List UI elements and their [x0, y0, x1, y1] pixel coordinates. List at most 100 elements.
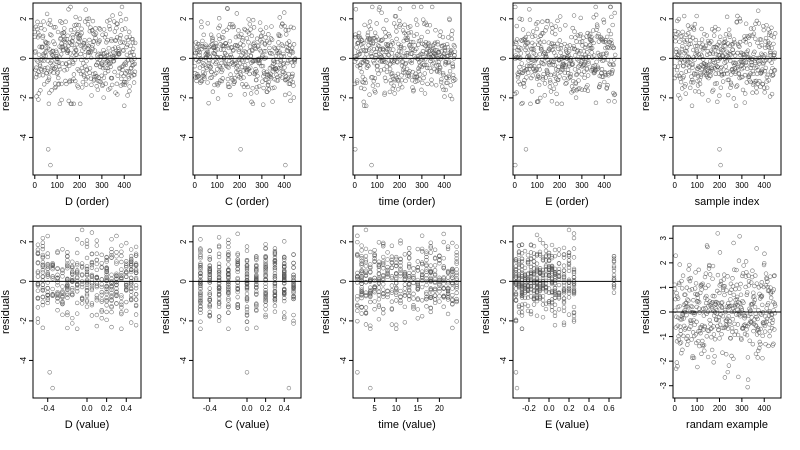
data-point	[382, 53, 387, 58]
data-point	[569, 84, 575, 89]
data-point	[240, 38, 245, 43]
data-point	[224, 52, 229, 57]
data-point	[705, 354, 711, 360]
data-point	[398, 43, 404, 48]
data-point	[520, 27, 526, 32]
data-point	[72, 23, 77, 28]
data-point	[389, 71, 395, 76]
data-point	[264, 39, 270, 44]
data-point	[365, 59, 370, 65]
data-point	[711, 332, 717, 337]
data-point	[208, 64, 214, 69]
data-point	[535, 20, 540, 25]
data-point	[596, 39, 602, 44]
data-point	[122, 82, 128, 87]
data-point	[291, 42, 297, 47]
scatter-points	[192, 6, 298, 168]
data-point	[68, 27, 74, 33]
y-tick-label: 0	[659, 309, 668, 314]
data-point	[212, 72, 217, 77]
data-point	[245, 84, 250, 90]
data-point	[130, 46, 136, 52]
data-point	[91, 31, 96, 37]
data-point	[248, 53, 254, 58]
y-tick-label: 2	[499, 16, 508, 21]
data-point	[422, 21, 427, 27]
data-point	[265, 83, 271, 88]
data-point	[263, 242, 268, 247]
data-point	[282, 23, 287, 29]
y-tick-label: -1	[659, 332, 668, 340]
data-point	[132, 61, 137, 67]
data-point	[204, 53, 210, 58]
data-point	[254, 90, 259, 95]
data-point	[420, 57, 425, 62]
data-point	[235, 231, 240, 236]
data-point	[260, 30, 265, 35]
data-point	[361, 48, 366, 53]
y-tick-label: -4	[499, 133, 508, 141]
data-point	[260, 79, 265, 84]
data-point	[706, 283, 711, 288]
data-point	[406, 30, 411, 36]
data-point	[448, 83, 453, 88]
x-axis-title: E (order)	[545, 196, 588, 208]
data-point	[393, 24, 399, 29]
data-point	[752, 304, 758, 310]
data-point	[244, 319, 250, 325]
data-point	[760, 302, 765, 308]
data-point	[443, 59, 448, 65]
data-point	[269, 24, 274, 29]
data-point	[516, 79, 521, 84]
data-point	[750, 69, 756, 74]
data-point	[690, 77, 695, 83]
x-tick-label: -0.4	[203, 404, 217, 413]
data-point	[372, 307, 377, 312]
data-point	[389, 307, 395, 312]
data-point	[589, 50, 594, 55]
data-point	[413, 17, 419, 22]
data-point	[84, 58, 89, 64]
data-point	[372, 75, 378, 81]
data-point	[89, 251, 95, 257]
data-point	[51, 70, 56, 75]
data-point	[405, 50, 411, 56]
data-point	[612, 10, 617, 16]
data-point	[406, 256, 412, 261]
data-point	[99, 292, 104, 297]
data-point	[377, 55, 383, 60]
data-point	[262, 42, 268, 47]
data-point	[421, 17, 426, 22]
data-point	[111, 58, 117, 64]
data-point	[726, 92, 731, 98]
data-point	[429, 77, 434, 82]
data-point	[515, 55, 520, 60]
data-point	[77, 35, 82, 41]
data-point	[120, 47, 126, 53]
data-point	[73, 48, 79, 53]
data-point	[519, 326, 525, 331]
data-point	[424, 282, 429, 288]
data-point	[41, 53, 47, 58]
data-point	[60, 61, 65, 66]
data-point	[769, 91, 775, 97]
data-point	[40, 278, 45, 283]
data-point	[405, 37, 410, 42]
data-point	[225, 64, 230, 69]
data-point	[683, 82, 688, 87]
data-point	[123, 16, 129, 22]
data-point	[419, 87, 424, 93]
data-point	[75, 237, 80, 242]
data-point	[198, 237, 203, 242]
data-point	[573, 95, 579, 100]
data-point	[703, 271, 709, 276]
data-point	[363, 246, 369, 252]
data-point	[126, 74, 131, 79]
data-point	[244, 36, 250, 41]
data-point	[61, 30, 67, 35]
x-tick-label: 300	[735, 404, 749, 413]
data-point	[103, 32, 109, 37]
data-point	[450, 292, 455, 298]
data-point	[94, 261, 99, 267]
